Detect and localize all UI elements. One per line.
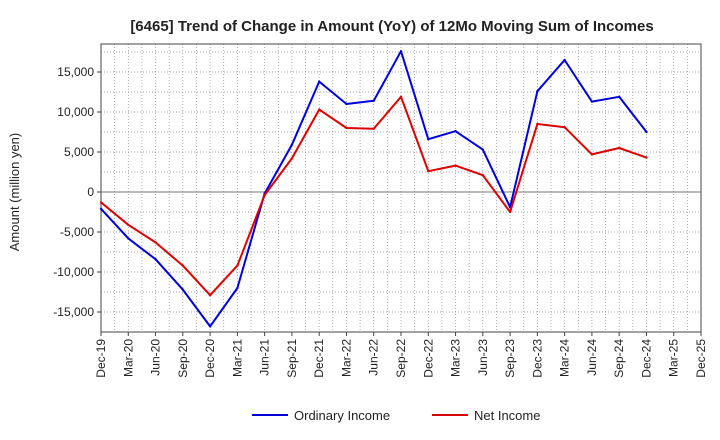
x-tick-label: Dec-24	[639, 339, 653, 378]
x-tick-label: Dec-23	[530, 339, 544, 378]
data-point	[399, 50, 403, 53]
x-tick-label: Jun-21	[258, 339, 272, 376]
x-tick-label: Sep-21	[285, 339, 299, 378]
x-tick-label: Jun-22	[367, 339, 381, 376]
legend-item: Ordinary Income	[252, 408, 390, 423]
data-point	[481, 174, 485, 177]
legend-item: Net Income	[432, 408, 540, 423]
data-point	[427, 138, 430, 141]
x-tick-label: Sep-24	[612, 339, 626, 378]
y-tick-label: 0	[87, 185, 94, 199]
data-point	[236, 264, 239, 267]
data-point	[99, 201, 103, 204]
x-tick-label: Mar-23	[449, 339, 463, 377]
data-point	[317, 108, 321, 111]
legend-label: Net Income	[474, 408, 540, 423]
y-tick-label: 15,000	[57, 65, 94, 79]
data-point	[536, 90, 539, 93]
chart-title: [6465] Trend of Change in Amount (YoY) o…	[130, 18, 653, 35]
x-tick-label: Sep-22	[394, 339, 408, 378]
x-tick-label: Mar-21	[230, 339, 244, 377]
data-point	[154, 241, 157, 244]
data-point	[454, 130, 457, 133]
data-point	[181, 264, 185, 267]
data-point	[617, 146, 621, 150]
data-point	[536, 122, 539, 126]
x-tick-label: Mar-20	[121, 339, 135, 377]
data-point	[645, 130, 648, 134]
x-tick-label: Dec-25	[694, 339, 708, 378]
x-tick-label: Mar-24	[558, 339, 572, 377]
data-point	[590, 100, 594, 103]
data-point	[372, 99, 375, 103]
data-point	[236, 286, 239, 290]
y-tick-label: -5,000	[60, 225, 94, 239]
x-tick-label: Dec-22	[421, 339, 435, 378]
data-point	[290, 157, 294, 160]
x-tick-label: Dec-19	[94, 339, 108, 378]
data-point	[617, 95, 621, 99]
x-tick-label: Jun-20	[149, 339, 163, 376]
series-2	[99, 95, 648, 297]
plot-area: -15,000 -10,000 -5,000 0 5,000 10,000 15,000 De…	[53, 43, 708, 378]
data-point	[127, 237, 130, 240]
data-point	[290, 143, 294, 146]
x-tick-label: Dec-21	[312, 339, 326, 378]
data-point	[345, 102, 348, 106]
data-point	[563, 126, 566, 129]
data-point	[645, 156, 648, 159]
data-point	[345, 126, 348, 130]
data-point	[263, 194, 266, 197]
y-tick-label: 5,000	[64, 145, 94, 159]
y-tick-label: -15,000	[53, 305, 94, 319]
grid-lines	[100, 44, 702, 333]
data-point	[208, 294, 212, 297]
legend: Ordinary Income Net Income	[252, 408, 540, 423]
data-point	[127, 223, 130, 226]
series-1	[99, 50, 648, 328]
x-tick-label: Sep-20	[176, 339, 190, 378]
y-axis: -15,000 -10,000 -5,000 0 5,000 10,000 15,000	[53, 65, 101, 319]
y-tick-label: -10,000	[53, 265, 94, 279]
x-tick-label: Jun-23	[476, 339, 490, 376]
legend-label: Ordinary Income	[294, 408, 390, 423]
x-tick-label: Sep-23	[503, 339, 517, 378]
y-axis-label: Amount (million yen)	[7, 133, 22, 252]
data-point	[372, 127, 375, 130]
x-axis: Dec-19 Mar-20 Jun-20 Sep-20 Dec-20 Mar-21 Jun-…	[94, 332, 708, 378]
data-point	[154, 258, 157, 261]
data-point	[454, 164, 457, 167]
data-point	[399, 95, 403, 99]
data-point	[508, 210, 512, 214]
data-point	[99, 207, 103, 210]
data-point	[563, 58, 566, 62]
data-point	[181, 288, 185, 291]
x-tick-label: Mar-25	[667, 339, 681, 377]
data-point	[481, 148, 485, 151]
x-tick-label: Dec-20	[203, 339, 217, 378]
data-point	[427, 170, 430, 173]
data-point	[208, 325, 212, 328]
data-point	[590, 153, 594, 156]
x-tick-label: Jun-24	[585, 339, 599, 376]
x-tick-label: Mar-22	[339, 339, 353, 377]
y-tick-label: 10,000	[57, 105, 94, 119]
data-point	[317, 80, 321, 83]
